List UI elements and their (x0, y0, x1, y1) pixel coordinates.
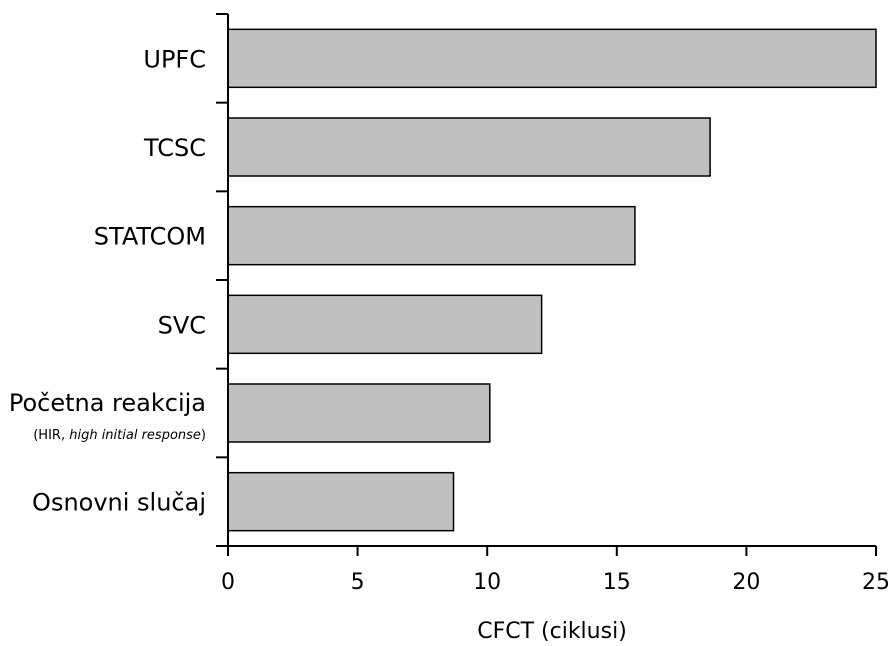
bar-3 (227, 205, 636, 266)
x-tick-label: 20 (732, 570, 760, 595)
x-tick-label: 0 (221, 570, 235, 595)
x-tick-label: 25 (862, 570, 888, 595)
category-label: UPFC (143, 45, 206, 73)
category-label: TCSC (143, 134, 206, 162)
bar-4 (227, 294, 543, 355)
category-label: SVC (158, 311, 206, 339)
bar-6 (227, 471, 455, 532)
x-tick-label: 5 (351, 570, 365, 595)
category-sublabel: (HIR, high initial response) (33, 428, 206, 443)
bar-5 (227, 383, 491, 443)
bar-2 (227, 117, 711, 177)
x-tick-label: 15 (603, 570, 631, 595)
bars-group (227, 28, 877, 532)
bar-1 (227, 28, 877, 89)
category-labels: UPFC TCSC STATCOM SVC Početna reakcija (HIR, … (9, 45, 206, 516)
x-tick-label: 10 (473, 570, 501, 595)
category-label: Osnovni slučaj (32, 489, 206, 517)
y-axis (216, 13, 229, 547)
category-label: Početna reakcija (9, 389, 206, 417)
x-axis: 0 5 10 15 20 25 (216, 545, 888, 595)
category-label: STATCOM (94, 223, 206, 251)
x-axis-title: CFCT (ciklusi) (477, 619, 627, 644)
